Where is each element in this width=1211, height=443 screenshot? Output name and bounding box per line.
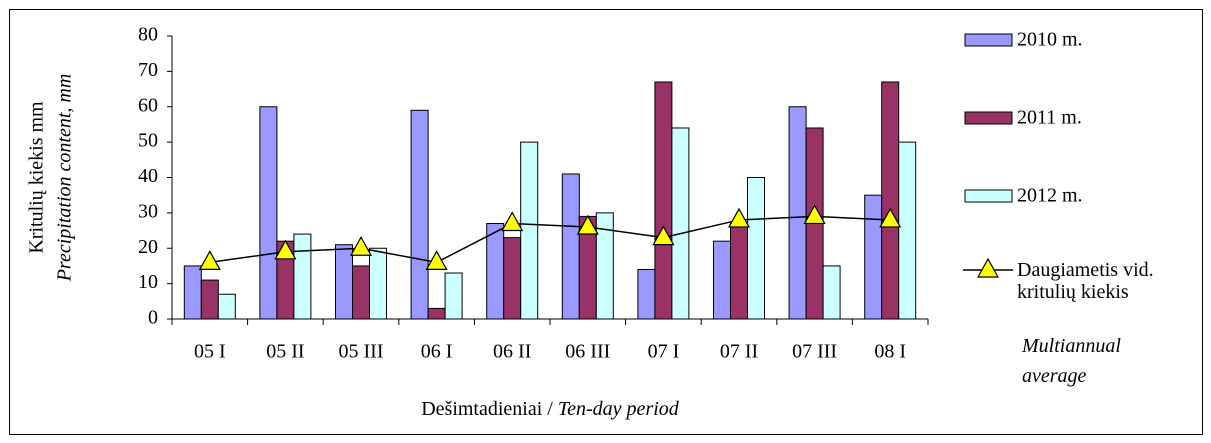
- x-tick-label: 07 II: [720, 341, 758, 363]
- legend-swatch: [964, 111, 1013, 125]
- y-tick-label: 70: [138, 59, 158, 81]
- x-tick-label: 08 I: [874, 341, 906, 363]
- bar: [427, 307, 446, 320]
- y-axis-title: Precipitation content, mm: [54, 74, 76, 283]
- bar: [520, 141, 539, 320]
- bar: [898, 141, 917, 320]
- x-tick-label: 06 III: [565, 341, 610, 363]
- bar: [654, 81, 673, 320]
- bar: [200, 279, 219, 320]
- y-tick-label: 60: [138, 94, 158, 116]
- y-tick-label: 80: [138, 24, 158, 46]
- bar: [822, 265, 841, 320]
- legend-label: Daugiametis vid. kritulių kiekis: [1017, 259, 1154, 303]
- bar: [671, 127, 690, 320]
- legend-swatch: [964, 189, 1013, 203]
- x-tick-label: 07 I: [648, 341, 680, 363]
- bar: [561, 173, 580, 320]
- legend-swatch: [964, 33, 1013, 47]
- avg-marker: [576, 214, 599, 235]
- bar: [259, 106, 278, 320]
- avg-line: [209, 215, 891, 264]
- avg-marker: [349, 236, 373, 256]
- bar: [369, 247, 387, 320]
- avg-marker: [879, 207, 902, 228]
- x-tick-label: 05 III: [339, 341, 384, 363]
- y-tick-label: 40: [138, 165, 158, 187]
- legend-label: 2010 m.: [1017, 29, 1083, 51]
- bar: [335, 244, 353, 320]
- avg-marker: [274, 239, 297, 260]
- y-tick-label: 20: [138, 236, 158, 258]
- avg-marker: [198, 250, 221, 270]
- bar: [747, 177, 765, 320]
- bar: [864, 194, 883, 320]
- bar: [595, 212, 614, 320]
- x-tick-label: 06 II: [493, 341, 531, 363]
- legend-label-en: Multiannual average: [1022, 335, 1121, 387]
- bar: [217, 293, 236, 320]
- avg-marker: [425, 250, 448, 270]
- x-tick-label: 05 II: [266, 341, 304, 363]
- bar: [486, 222, 505, 320]
- y-tick-label: 0: [148, 307, 158, 329]
- bar: [293, 233, 312, 320]
- legend-label: 2012 m.: [1017, 185, 1083, 207]
- bar: [410, 109, 429, 320]
- x-tick-label: 06 I: [421, 341, 453, 363]
- bar: [881, 81, 900, 320]
- bar: [713, 240, 731, 320]
- avg-marker: [727, 207, 751, 228]
- y-axis-title: Kritulių kiekis mm: [26, 101, 48, 254]
- chart-border: [9, 9, 1203, 435]
- bar: [503, 237, 522, 320]
- x-axis-title: Dešimtadieniai / Ten-day period: [421, 398, 680, 420]
- bar: [788, 106, 807, 320]
- bar: [444, 272, 463, 320]
- x-tick-label: 05 I: [194, 341, 226, 363]
- legend-label: 2011 m.: [1017, 107, 1082, 129]
- y-tick-label: 10: [138, 271, 158, 293]
- legend-marker: [976, 257, 1000, 278]
- x-tick-label: 07 III: [792, 341, 837, 363]
- avg-marker: [501, 211, 524, 232]
- bar: [637, 268, 656, 320]
- avg-marker: [803, 204, 826, 225]
- x-axis-title-part: Ten-day period: [558, 398, 680, 420]
- bar: [183, 265, 202, 320]
- bar: [730, 222, 748, 320]
- y-tick-label: 50: [138, 130, 158, 152]
- x-axis-title-part: Dešimtadieniai /: [421, 398, 553, 420]
- y-tick-label: 30: [138, 200, 158, 222]
- bar: [352, 265, 370, 320]
- avg-marker: [652, 225, 675, 246]
